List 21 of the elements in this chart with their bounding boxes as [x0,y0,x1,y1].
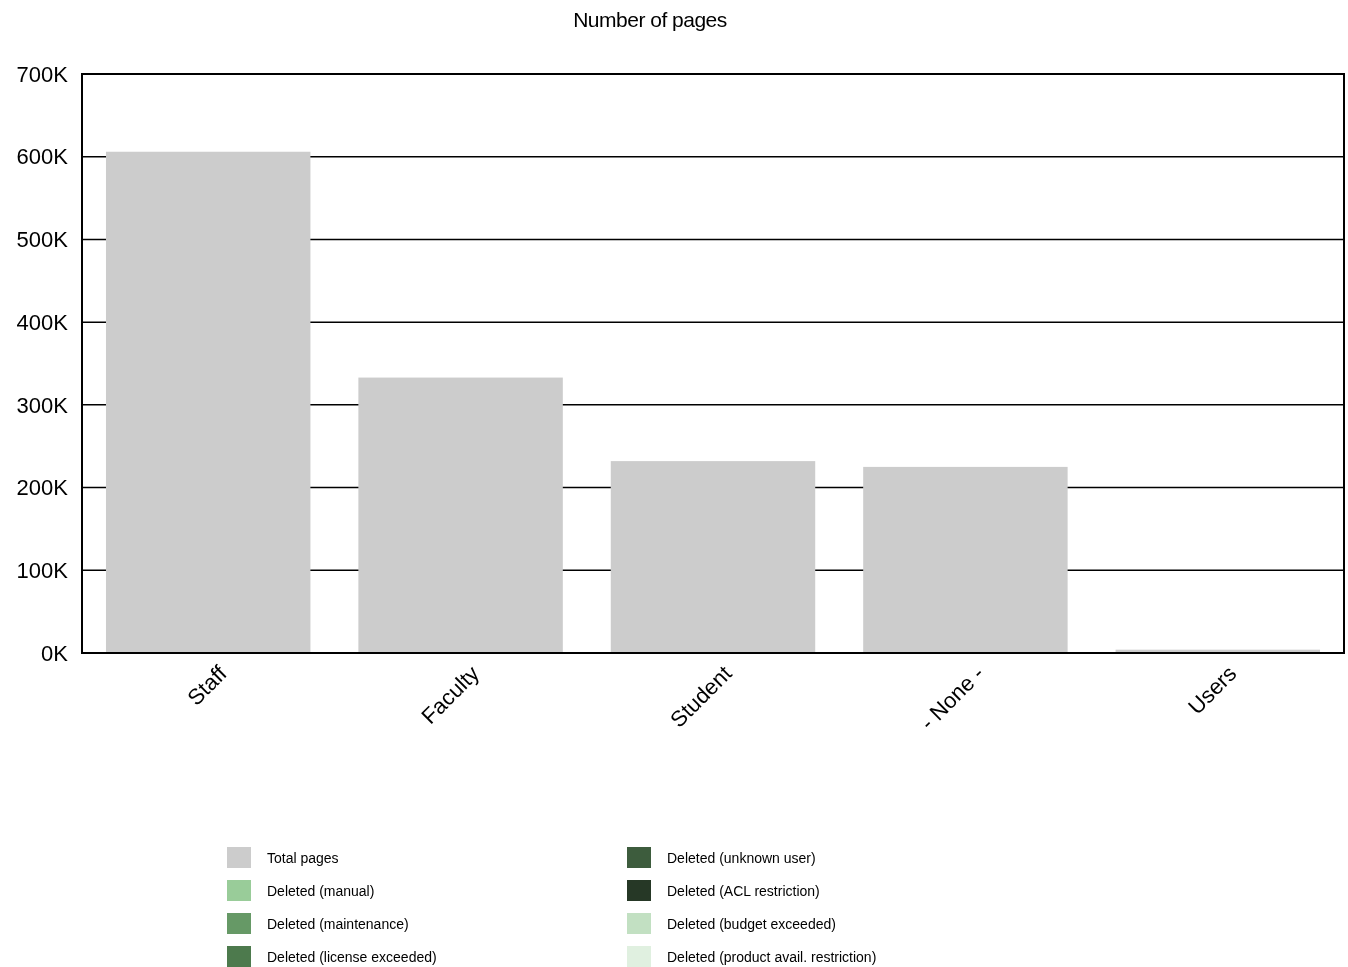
legend-label: Deleted (maintenance) [267,915,409,932]
legend-label: Deleted (product avail. restriction) [667,948,877,965]
legend-label: Deleted (manual) [267,882,375,899]
legend-label: Deleted (unknown user) [667,849,816,866]
y-tick-label: 400K [16,309,69,335]
bar [863,466,1068,653]
legend-label: Deleted (budget exceeded) [667,915,836,932]
chart-title: Number of pages [573,8,727,31]
bar [105,151,311,653]
y-tick-label: 0K [41,640,69,666]
bar [610,461,816,653]
legend-label: Total pages [267,849,339,866]
y-tick-label: 100K [16,557,69,583]
y-tick-label: 700K [16,61,69,87]
y-tick-label: 500K [16,227,69,253]
y-tick-label: 200K [16,475,69,501]
y-tick-label: 600K [16,144,69,170]
legend-label: Deleted (ACL restriction) [667,882,820,899]
legend-label: Deleted (license exceeded) [267,948,437,965]
y-tick-label: 300K [16,392,69,418]
bar [358,377,563,653]
